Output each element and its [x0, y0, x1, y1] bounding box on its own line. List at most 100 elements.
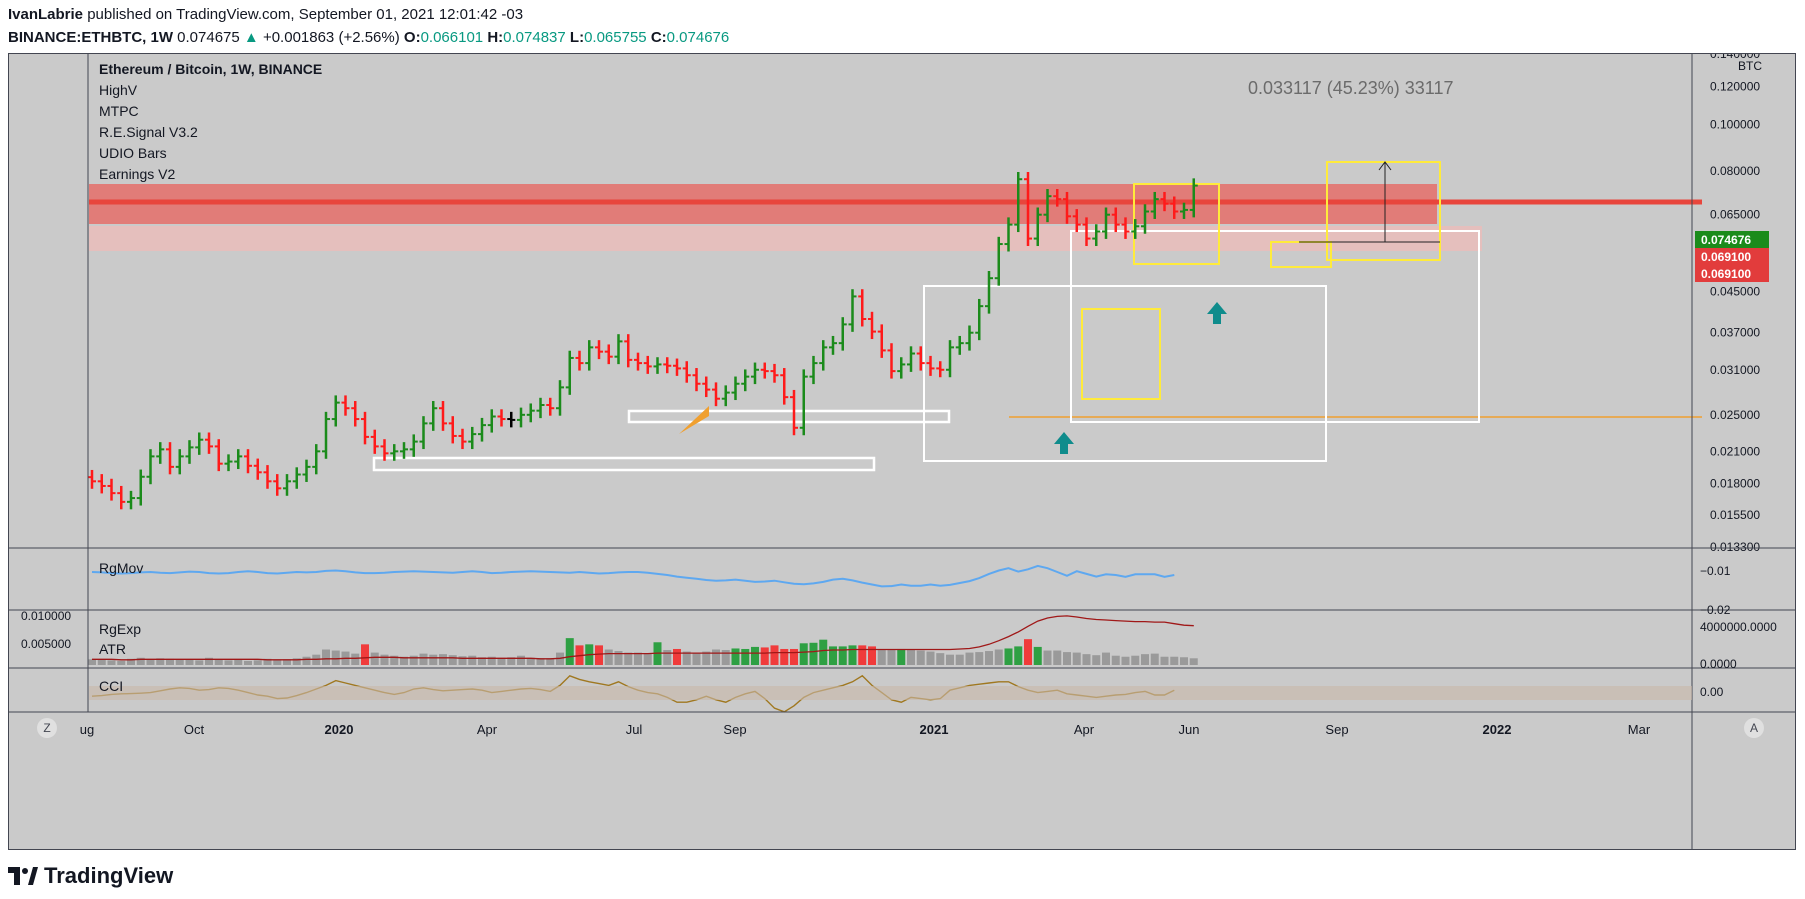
- rgexp-bar: [673, 648, 681, 665]
- rgexp-bar: [975, 652, 984, 665]
- price-bar: [370, 429, 379, 454]
- price-bar: [88, 469, 96, 489]
- tradingview-logo[interactable]: TradingView: [8, 863, 173, 889]
- zoom-z-button[interactable]: Z: [37, 718, 57, 738]
- rgexp-bar: [244, 660, 252, 665]
- range-box-large[interactable]: [923, 285, 1327, 462]
- range-box-flat-2[interactable]: [627, 409, 951, 424]
- price-bar: [224, 454, 233, 472]
- chart-canvas[interactable]: 0.140000 0.120000 0.100000 0.080000 0.065000…: [9, 54, 1795, 849]
- price-bar: [322, 411, 330, 459]
- rgexp-bar: [1150, 653, 1159, 665]
- price-bar: [244, 449, 252, 474]
- legend-indicator-5[interactable]: Earnings V2: [99, 166, 175, 182]
- price-unit: BTC: [1738, 59, 1762, 73]
- tradingview-logo-icon: [8, 867, 38, 885]
- range-box-medium[interactable]: [1070, 230, 1480, 423]
- rgexp-label[interactable]: RgExp: [99, 621, 141, 637]
- legend-indicator-3[interactable]: R.E.Signal V3.2: [99, 124, 198, 140]
- legend-indicator-1[interactable]: HighV: [99, 82, 138, 98]
- author-name[interactable]: IvanLabrie: [8, 6, 84, 23]
- price-bar: [1072, 209, 1081, 233]
- rgexp-bar: [799, 643, 808, 665]
- price-bar: [283, 474, 291, 496]
- rgexp-bar: [1072, 652, 1081, 665]
- ohlc-header: BINANCE:ETHBTC, 1W 0.074675 ▲ +0.001863 …: [8, 29, 729, 46]
- price-bar: [819, 340, 828, 371]
- legend-indicator-2[interactable]: MTPC: [99, 103, 139, 119]
- price-bar: [673, 358, 681, 376]
- chart-frame[interactable]: 0.140000 0.120000 0.100000 0.080000 0.065000…: [8, 53, 1796, 850]
- measure-box[interactable]: [1326, 161, 1441, 261]
- rgexp-bar: [1043, 650, 1052, 665]
- price-bar: [692, 368, 701, 392]
- price-bar: [848, 289, 857, 332]
- rgexp-series: [88, 615, 1198, 665]
- legend-indicator-4[interactable]: UDIO Bars: [99, 145, 167, 161]
- rgexp-bar: [526, 657, 535, 665]
- support-zone[interactable]: [89, 226, 1482, 251]
- rgexp-bar: [1053, 650, 1062, 665]
- teal-arrow-icon-1: [1054, 432, 1074, 454]
- price-bar: [595, 340, 603, 360]
- close-label: C:: [650, 29, 667, 46]
- rgexp-bar: [497, 657, 506, 665]
- auto-scale-button[interactable]: A: [1744, 718, 1764, 738]
- time-axis[interactable]: ug Oct 2020 Apr Jul Sep 2021 Apr Jun Sep 2022 Mar: [80, 722, 1651, 737]
- high-value: 0.074837: [503, 29, 566, 46]
- rgexp-bar: [487, 656, 496, 665]
- rgexp-bar: [1063, 652, 1071, 665]
- rgexp-bar: [770, 645, 779, 665]
- rgexp-bar: [965, 652, 974, 665]
- rgexp-bar: [994, 649, 1003, 665]
- price-tick-label: 0.015500: [1710, 508, 1760, 522]
- price-bar: [1033, 207, 1042, 247]
- rgexp-bar: [731, 648, 740, 665]
- rgexp-bar: [1121, 656, 1130, 665]
- rgmov-label[interactable]: RgMov: [99, 560, 143, 576]
- time-tick-label: Sep: [723, 722, 746, 737]
- price-bar: [507, 411, 516, 428]
- price-bar: [975, 298, 984, 341]
- cci-label[interactable]: CCI: [99, 678, 123, 694]
- yellow-box-2[interactable]: [1081, 308, 1161, 400]
- time-tick-label: Jul: [626, 722, 643, 737]
- rgexp-bar: [380, 654, 389, 665]
- legend-title[interactable]: Ethereum / Bitcoin, 1W, BINANCE: [99, 61, 322, 77]
- price-bar: [526, 403, 535, 423]
- rgexp-bar: [448, 655, 457, 665]
- price-axis[interactable]: 0.140000 0.120000 0.100000 0.080000 0.065000…: [1695, 54, 1769, 554]
- symbol-label: BINANCE:ETHBTC, 1W: [8, 29, 173, 46]
- rgexp-bar: [663, 650, 672, 665]
- time-tick-label: Sep: [1325, 722, 1348, 737]
- rgexp-bar: [692, 653, 701, 665]
- rgexp-bar: [819, 639, 828, 665]
- price-bar: [985, 270, 993, 314]
- rgexp-bar: [751, 646, 759, 665]
- price-tick-label: 0.100000: [1710, 117, 1760, 131]
- price-bar: [487, 409, 496, 433]
- price-bar: [1063, 191, 1071, 224]
- price-bar: [107, 478, 116, 501]
- price-bar: [156, 442, 165, 464]
- measure-arrow-head-icon: [1378, 161, 1392, 171]
- rgexp-bar: [565, 638, 574, 665]
- price-bar: [1189, 178, 1198, 218]
- price-bar: [341, 395, 350, 416]
- rgexp-bar: [1189, 658, 1198, 665]
- rgexp-bar: [1111, 655, 1120, 665]
- time-tick-label: 2021: [920, 722, 949, 737]
- price-bar: [400, 442, 408, 459]
- open-label: O:: [403, 29, 421, 46]
- last-price: 0.074675: [177, 29, 240, 46]
- price-bar: [712, 382, 720, 407]
- rgexp-bar: [97, 659, 106, 665]
- atr-line: [92, 615, 1194, 661]
- rgexp-bar: [809, 642, 818, 665]
- price-bar: [361, 411, 369, 445]
- range-box-flat-1[interactable]: [372, 456, 876, 472]
- price-tick-label: 0.025000: [1710, 408, 1760, 422]
- rgexp-bar: [214, 659, 223, 665]
- atr-label[interactable]: ATR: [99, 641, 126, 657]
- rgexp-left-tick-1: 0.010000: [21, 609, 71, 623]
